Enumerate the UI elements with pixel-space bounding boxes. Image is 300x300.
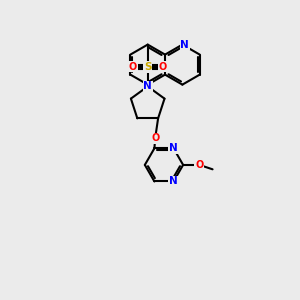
Text: O: O	[195, 160, 203, 170]
Text: S: S	[144, 62, 152, 72]
Text: N: N	[169, 176, 178, 187]
Text: N: N	[169, 143, 178, 153]
Text: O: O	[151, 134, 159, 143]
Text: N: N	[180, 40, 189, 50]
Text: O: O	[129, 62, 137, 72]
Text: N: N	[143, 81, 152, 92]
Text: O: O	[158, 62, 166, 72]
